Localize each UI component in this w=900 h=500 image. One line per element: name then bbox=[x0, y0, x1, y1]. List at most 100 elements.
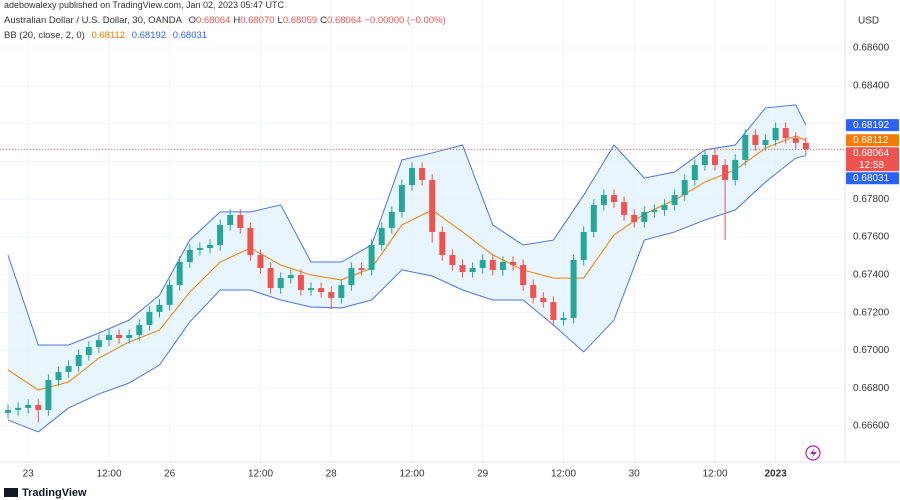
alert-bolt bbox=[810, 448, 817, 459]
x-tick-label: 12:00 bbox=[551, 469, 576, 480]
footer-brand: TradingView bbox=[22, 487, 87, 499]
plot bbox=[0, 0, 845, 462]
readout: O0.68064 bbox=[189, 15, 231, 26]
readout-key: O bbox=[188, 15, 196, 26]
candle-body bbox=[661, 204, 668, 211]
indicator-label: BB (20, close, 2, 0) bbox=[4, 30, 85, 41]
y-tick-label: 0.68400 bbox=[853, 80, 890, 91]
candle-body bbox=[681, 179, 688, 196]
symbol: Australian Dollar / U.S. Dollar, 30, OAN… bbox=[4, 15, 182, 26]
candle-body bbox=[65, 365, 72, 373]
readout-key: L bbox=[277, 15, 283, 26]
candle-body bbox=[469, 268, 476, 273]
candle-body bbox=[651, 210, 658, 212]
candle-body bbox=[237, 214, 244, 228]
x-tick-label: 12:00 bbox=[702, 469, 727, 480]
candle-body bbox=[277, 278, 284, 289]
price-tag-label: 0.68064 bbox=[853, 148, 890, 159]
price-tag bbox=[846, 119, 899, 132]
price-tag-label: 0.68031 bbox=[853, 173, 890, 184]
y-tick-label: 0.66600 bbox=[853, 421, 890, 432]
x-tick-label: 12:00 bbox=[248, 469, 273, 480]
candle-body bbox=[671, 195, 678, 205]
candle-body bbox=[772, 127, 779, 141]
logo bbox=[4, 488, 18, 497]
candle-body bbox=[358, 268, 365, 270]
candle-body bbox=[186, 249, 193, 263]
symbol-line: Australian Dollar / U.S. Dollar, 30, OAN… bbox=[4, 15, 450, 26]
candle-body bbox=[15, 407, 22, 411]
candle-body bbox=[701, 155, 708, 166]
y-tick-label: 0.67200 bbox=[853, 307, 890, 318]
price-tag bbox=[846, 134, 899, 147]
candle-body bbox=[742, 134, 749, 160]
candle-body bbox=[449, 255, 456, 266]
x-tick-label: 2023 bbox=[764, 469, 787, 480]
candle-body bbox=[166, 285, 173, 305]
candle-body bbox=[126, 334, 133, 338]
candle-body bbox=[247, 227, 254, 256]
candle-body bbox=[267, 268, 274, 289]
candle-body bbox=[550, 302, 557, 321]
candle-body bbox=[540, 297, 547, 303]
candle-body bbox=[348, 268, 355, 286]
candle-body bbox=[489, 259, 496, 270]
readout-value: 0.68064 bbox=[327, 15, 362, 26]
candle-body bbox=[297, 275, 304, 290]
lower-value: 0.68031 bbox=[172, 30, 208, 41]
candle-body bbox=[207, 244, 213, 249]
alert-icon[interactable] bbox=[805, 445, 821, 461]
change: −0.00000 (−0.00%) bbox=[364, 15, 446, 26]
candle-body bbox=[580, 231, 587, 260]
y-tick-label: 0.67800 bbox=[853, 194, 890, 205]
candle-body bbox=[5, 410, 11, 413]
y-tick-label: 0.68600 bbox=[853, 43, 890, 54]
candle-body bbox=[600, 195, 607, 205]
candle-body bbox=[762, 140, 769, 145]
x-tick-label: 30 bbox=[629, 469, 641, 480]
candle-body bbox=[459, 265, 466, 273]
candle-body bbox=[570, 259, 577, 318]
candle-body bbox=[530, 285, 537, 298]
candle-body bbox=[146, 311, 153, 325]
attribution: adebowalexy published on TradingView.com… bbox=[4, 0, 285, 10]
price-tag bbox=[846, 172, 899, 185]
candle-body bbox=[520, 265, 527, 286]
y-tick-label: 0.67600 bbox=[853, 232, 890, 243]
readout: H0.68070 bbox=[233, 15, 274, 26]
candle-body bbox=[429, 179, 436, 232]
x-tick-label: 28 bbox=[326, 469, 338, 480]
readout-key: H bbox=[233, 15, 241, 26]
candle-body bbox=[95, 340, 102, 348]
candle-body bbox=[752, 134, 759, 145]
candle-body bbox=[792, 137, 799, 143]
candle-body bbox=[318, 288, 325, 293]
readout-value: 0.68064 bbox=[195, 15, 231, 26]
candle-body bbox=[782, 127, 789, 138]
candle-body bbox=[116, 334, 123, 338]
candle-body bbox=[35, 404, 42, 411]
candle-body bbox=[378, 227, 385, 245]
y-tick-label: 0.67000 bbox=[853, 345, 890, 356]
candle-body bbox=[136, 324, 143, 335]
band-fill bbox=[8, 104, 806, 432]
candle-body bbox=[388, 211, 395, 228]
y-tick-label: 0.67400 bbox=[853, 269, 890, 280]
candle-body bbox=[499, 262, 506, 270]
readout-value: 0.68059 bbox=[282, 15, 318, 26]
price-tag bbox=[846, 147, 899, 172]
currency: USD bbox=[858, 16, 879, 27]
x-tick-label: 26 bbox=[164, 469, 176, 480]
candle-body bbox=[25, 404, 32, 408]
candle-body bbox=[590, 204, 597, 232]
candle-body bbox=[510, 262, 516, 266]
band-basis bbox=[7, 135, 807, 391]
candle-body bbox=[328, 292, 335, 298]
candle-body bbox=[227, 214, 234, 225]
candle-body bbox=[439, 231, 446, 256]
upper-value: 0.68192 bbox=[131, 30, 167, 41]
candle-body bbox=[308, 288, 314, 290]
candle-body bbox=[55, 372, 62, 380]
